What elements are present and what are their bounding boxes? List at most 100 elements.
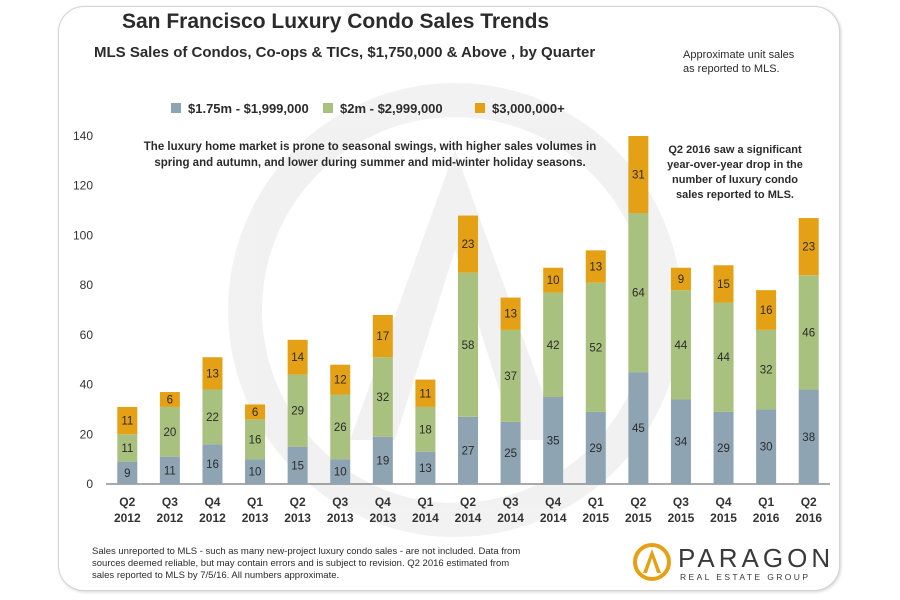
axes: 020406080100120140Q22012Q32012Q42012Q120… [73,129,830,525]
x-tick-label: Q3 [332,495,348,509]
x-tick-label: 2015 [625,511,652,525]
data-label: 6 [167,394,173,406]
bar-segment [756,290,777,330]
annotation-q2-2016-line: year-over-year drop in the [667,159,803,171]
data-label: 16 [760,305,773,317]
bar-segment [628,372,649,484]
legend-swatch [171,103,181,113]
data-label: 44 [675,340,688,352]
data-label: 18 [419,424,432,436]
data-label: 10 [334,467,347,479]
annotation-seasonal-line: The luxury home market is prone to seaso… [144,141,596,153]
footnote-line: sources deemed reliable, but may contain… [92,558,510,569]
data-label: 13 [504,309,517,321]
x-tick-label: 2016 [795,511,822,525]
data-label: 44 [717,352,730,364]
data-label: 37 [504,371,517,383]
bar-segment [372,357,393,437]
bar-segment [670,399,691,484]
x-tick-label: Q3 [673,495,689,509]
bar-segment [287,339,308,375]
data-label: 9 [678,274,684,286]
data-label: 10 [249,467,262,479]
data-label: 34 [675,437,688,449]
chart-card [58,6,840,591]
y-tick-label: 80 [80,278,94,292]
bar-segment [287,374,308,447]
data-label: 11 [419,388,431,400]
x-tick-label: Q4 [204,495,220,509]
x-tick-label: 2012 [114,511,141,525]
x-tick-label: Q1 [417,495,433,509]
legend-swatch [475,103,485,113]
bar-segment [628,213,649,373]
data-label: 64 [632,288,645,300]
footnote: Sales unreported to MLS - such as many n… [92,546,612,582]
x-tick-label: Q3 [503,495,519,509]
x-tick-label: Q1 [588,495,604,509]
data-label: 16 [249,434,262,446]
bar-segment [117,434,138,462]
data-label: 32 [760,365,773,377]
bar-segment [202,357,223,390]
bar-segment [500,297,521,330]
y-tick-label: 60 [80,328,94,342]
data-label: 22 [206,412,219,424]
data-label: 31 [632,170,645,182]
x-tick-label: Q4 [716,495,732,509]
bar-segment [202,444,223,484]
x-tick-label: Q1 [758,495,774,509]
bar-segment [543,267,564,293]
x-tick-label: Q4 [375,495,391,509]
bar-segment [585,411,606,484]
logo-tagline: REAL ESTATE GROUP [680,572,811,582]
x-tick-label: Q2 [119,495,135,509]
data-label: 15 [717,279,730,291]
bar-segment [713,411,734,484]
x-tick-label: Q1 [247,495,263,509]
data-label: 45 [632,423,645,435]
x-tick-label: 2014 [455,511,482,525]
data-label: 42 [547,340,560,352]
data-label: 16 [206,459,219,471]
bar-segment [500,421,521,484]
bar-segment [372,314,393,358]
data-label: 26 [334,422,347,434]
x-tick-label: Q2 [801,495,817,509]
data-label: 58 [462,340,475,352]
data-label: 32 [376,392,389,404]
data-label: 29 [717,443,730,455]
data-label: 25 [504,448,517,460]
logo-name: PARAGON [678,543,835,573]
bar-segment [372,436,393,484]
data-label: 13 [206,368,219,380]
y-tick-label: 120 [73,179,93,193]
bar-segment [117,406,138,435]
x-tick-label: 2014 [412,511,439,525]
x-tick-label: 2013 [369,511,396,525]
bar-segment [458,215,478,273]
chart-title: San Francisco Luxury Condo Sales Trends [122,10,550,33]
x-tick-label: Q2 [290,495,306,509]
y-tick-label: 140 [73,129,93,143]
y-tick-label: 20 [80,427,94,441]
data-label: 14 [291,352,304,364]
x-tick-label: 2012 [157,511,184,525]
bar-segment [543,397,564,484]
bar-segment [330,394,351,460]
data-label: 13 [589,262,602,274]
y-tick-label: 0 [86,477,93,491]
data-label: 46 [802,327,815,339]
legend-label: $2m - $2,999,000 [340,101,443,116]
x-tick-label: 2015 [582,511,609,525]
data-label: 12 [334,375,347,387]
data-label: 30 [760,442,773,454]
annotation-q2-2016-line: number of luxury condo [672,174,798,186]
data-label: 23 [462,239,475,251]
data-label: 20 [163,427,176,439]
x-tick-label: Q2 [460,495,476,509]
data-label: 29 [589,443,602,455]
bar-segment [798,389,819,484]
bar-segment [245,459,266,484]
